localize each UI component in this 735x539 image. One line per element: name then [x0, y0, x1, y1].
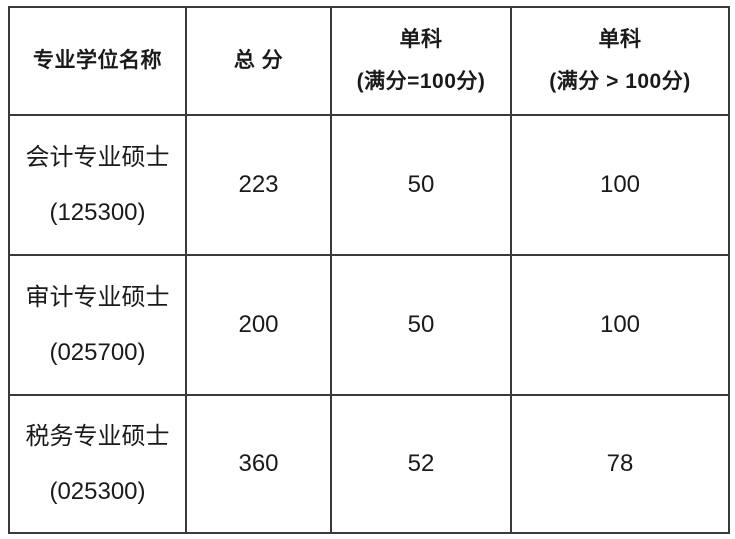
header-row: 专业学位名称 总 分 单科 (满分=100分) 单科 (满分 > 100分)	[8, 6, 730, 116]
cell-degree-name: 税务专业硕士 (025300)	[8, 394, 187, 534]
degree-code-text: (025700)	[49, 339, 146, 366]
header-single-over100-line2: (满分 > 100分)	[549, 70, 691, 93]
cell-degree-name: 审计专业硕士 (025700)	[8, 254, 187, 396]
cell-total-score: 223	[185, 114, 332, 256]
table-row-accounting: 会计专业硕士 (125300) 223 50 100	[8, 114, 730, 256]
table-row-taxation: 税务专业硕士 (025300) 360 52 78	[8, 394, 730, 534]
cell-single-100: 50	[330, 254, 512, 396]
header-single-subject-100: 单科 (满分=100分)	[330, 6, 512, 116]
header-single-subject-over-100: 单科 (满分 > 100分)	[510, 6, 730, 116]
degree-name-text: 审计专业硕士	[25, 283, 170, 311]
cell-single-over-100: 100	[510, 114, 730, 256]
cell-degree-name: 会计专业硕士 (125300)	[8, 114, 187, 256]
header-single-100-line1: 单科	[399, 28, 443, 51]
cell-total-score: 360	[185, 394, 332, 534]
cell-total-score: 200	[185, 254, 332, 396]
header-degree-name-label: 专业学位名称	[33, 49, 162, 72]
header-total-score: 总 分	[185, 6, 332, 116]
header-degree-name: 专业学位名称	[8, 6, 187, 116]
header-total-score-label: 总 分	[233, 49, 284, 72]
degree-code-text: (025300)	[49, 478, 146, 505]
cell-single-100: 50	[330, 114, 512, 256]
degree-code-text: (125300)	[49, 199, 146, 226]
degree-name-text: 会计专业硕士	[25, 143, 170, 171]
cell-single-over-100: 100	[510, 254, 730, 396]
score-table: 专业学位名称 总 分 单科 (满分=100分) 单科 (满分 > 100分) 会…	[8, 6, 730, 534]
cell-single-100: 52	[330, 394, 512, 534]
header-single-over100-line1: 单科	[598, 28, 642, 51]
table-row-audit: 审计专业硕士 (025700) 200 50 100	[8, 254, 730, 396]
cell-single-over-100: 78	[510, 394, 730, 534]
degree-name-text: 税务专业硕士	[25, 422, 170, 450]
header-single-100-line2: (满分=100分)	[356, 70, 486, 93]
